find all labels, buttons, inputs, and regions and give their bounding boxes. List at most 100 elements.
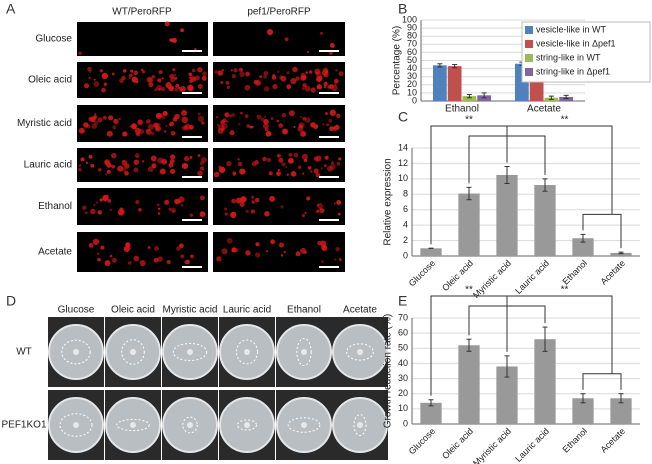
colony: [187, 349, 193, 355]
fluorescence-spot: [117, 165, 124, 172]
x-tick-label: Lauric acid: [513, 258, 551, 296]
fluorescence-spot: [277, 154, 280, 158]
fluorescence-spot: [88, 154, 93, 159]
fluorescence-spot: [96, 252, 100, 255]
error-bar: [618, 393, 624, 404]
fluorescence-spot: [165, 124, 168, 127]
y-tick-label: 12: [398, 158, 408, 168]
fluorescence-spot: [244, 84, 251, 91]
fluorescence-spot: [146, 119, 151, 124]
fluorescence-spot: [93, 81, 100, 88]
fluorescence-spot: [297, 165, 302, 169]
fluorescence-spot: [331, 84, 338, 92]
scale-bar: [319, 136, 339, 138]
fluorescence-spot: [86, 124, 91, 129]
colony: [244, 349, 250, 355]
bar: [432, 65, 447, 101]
significance-bracket: [507, 125, 622, 249]
fluorescence-spot: [188, 72, 193, 77]
fluorescence-spot: [88, 243, 94, 248]
fluorescence-spot: [164, 21, 170, 27]
panel-label: B: [398, 1, 407, 17]
fluorescence-spot: [153, 257, 159, 263]
column-header: Glucose: [58, 305, 95, 316]
fluorescence-spot: [334, 78, 339, 84]
fluorescence-spot: [259, 75, 263, 79]
fluorescence-spot: [307, 166, 312, 170]
fluorescence-spot: [278, 157, 284, 163]
scale-bar: [319, 92, 339, 94]
fluorescence-spot: [93, 78, 96, 81]
bar: [572, 398, 594, 424]
fluorescence-spot: [276, 171, 281, 177]
y-tick-label: 2: [403, 235, 408, 245]
fluorescence-spot: [315, 172, 321, 178]
fluorescence-spot: [327, 85, 331, 89]
bar: [534, 339, 556, 424]
scale-bar: [319, 176, 339, 178]
y-tick-label: 10: [407, 87, 417, 97]
fluorescence-spot: [181, 162, 189, 169]
fluorescence-spot: [155, 112, 162, 119]
fluorescence-spot: [147, 166, 154, 172]
fluorescence-spot: [218, 165, 222, 169]
fluorescence-spot: [106, 194, 109, 197]
fluorescence-spot: [290, 78, 297, 85]
fluorescence-spot: [276, 119, 280, 123]
fluorescence-spot: [277, 168, 281, 172]
fluorescence-spot: [159, 168, 166, 175]
fluorescence-spot: [270, 117, 274, 120]
fluorescence-spot: [281, 112, 287, 118]
fluorescence-spot: [300, 115, 303, 118]
fluorescence-spot: [263, 86, 270, 92]
fluorescence-spot: [329, 42, 335, 48]
fluorescence-spot: [281, 162, 286, 167]
fluorescence-spot: [189, 213, 194, 217]
error-bar: [504, 355, 510, 378]
fluorescence-spot: [306, 196, 311, 201]
y-tick-label: 70: [407, 39, 417, 49]
micrograph: [77, 188, 208, 225]
fluorescence-spot: [171, 209, 175, 213]
fluorescence-spot: [337, 212, 341, 216]
row-label: WT: [16, 347, 32, 358]
fluorescence-spot: [187, 84, 194, 91]
fluorescence-spot: [202, 71, 207, 77]
fluorescence-spot: [301, 153, 308, 160]
fluorescence-spot: [310, 170, 313, 173]
fluorescence-spot: [106, 169, 111, 174]
fluorescence-spot: [329, 163, 336, 170]
row-label: Ethanol: [38, 201, 72, 212]
fluorescence-spot: [245, 209, 249, 213]
colony: [301, 349, 307, 355]
fluorescence-spot: [141, 68, 144, 72]
fluorescence-spot: [295, 76, 300, 81]
y-tick-label: 20: [398, 388, 408, 398]
fluorescence-spot: [130, 69, 134, 73]
fluorescence-spot: [254, 252, 261, 258]
fluorescence-spot: [229, 130, 235, 136]
bar: [610, 398, 632, 424]
column-header: Oleic acid: [111, 305, 155, 316]
scale-bar: [182, 50, 202, 52]
colony: [301, 422, 307, 428]
fluorescence-spot: [324, 155, 329, 160]
fluorescence-spot: [151, 131, 155, 136]
fluorescence-spot: [99, 69, 103, 73]
scale-bar: [319, 219, 339, 221]
legend-label: vesicle-like in Δpef1: [536, 38, 616, 48]
fluorescence-spot: [293, 125, 296, 129]
legend-swatch: [525, 54, 533, 62]
fluorescence-spot: [113, 118, 119, 125]
fluorescence-spot: [181, 125, 188, 131]
fluorescence-spot: [292, 66, 298, 73]
fluorescence-spot: [181, 109, 188, 116]
colony-boundary: [346, 343, 374, 361]
error-bar: [542, 178, 548, 192]
fluorescence-spot: [123, 245, 130, 253]
fluorescence-spot: [332, 126, 338, 131]
error-bar: [428, 399, 434, 407]
fluorescence-spot: [284, 37, 289, 42]
fluorescence-spot: [174, 74, 177, 77]
fluorescence-spot: [154, 88, 158, 92]
